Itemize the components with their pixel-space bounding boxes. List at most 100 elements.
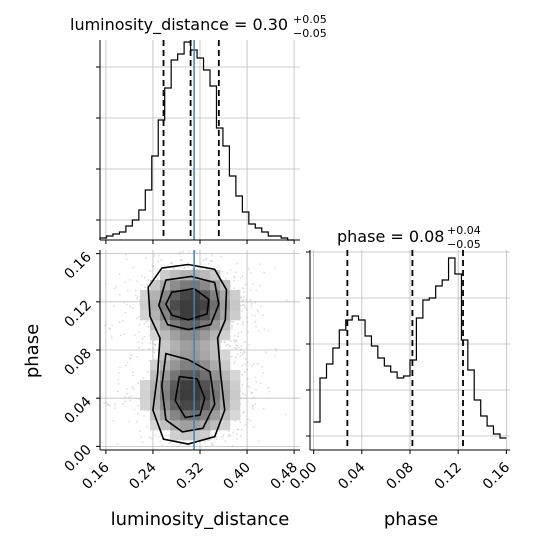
sample-point [186, 265, 189, 267]
density-cell [190, 380, 201, 391]
density-cell [150, 380, 161, 391]
sample-point [262, 372, 265, 374]
sample-point [188, 251, 191, 253]
density-cell [200, 360, 211, 371]
sample-point [157, 436, 160, 438]
sample-point [241, 364, 243, 367]
sample-point [158, 254, 160, 257]
sample-point [110, 337, 113, 340]
density-cell [160, 290, 171, 301]
sample-point [126, 361, 129, 364]
density-cell [200, 350, 211, 361]
sample-point [154, 434, 157, 436]
sample-point [205, 257, 208, 260]
density-cell [200, 410, 211, 421]
sample-point [181, 259, 184, 261]
sample-point [191, 268, 194, 271]
density-cell [210, 300, 221, 311]
sample-point [222, 434, 225, 437]
joint-density-plot: 0.16 0.24 0.32 0.40 0.480.000.040.080.120.16 [61, 249, 300, 493]
sample-point [260, 305, 262, 308]
density-cell [220, 330, 231, 341]
sample-point [253, 426, 256, 428]
density-cell [220, 370, 231, 381]
sample-point [252, 405, 255, 408]
sample-point [258, 329, 260, 332]
sample-point [135, 420, 138, 423]
sample-point [243, 351, 246, 354]
sample-point [103, 402, 106, 405]
sample-point [187, 444, 190, 447]
sample-point [242, 323, 245, 326]
sample-point [138, 346, 141, 349]
sample-point [227, 343, 230, 346]
density-cell [150, 320, 161, 331]
sample-point [114, 407, 117, 409]
sample-point [243, 350, 246, 353]
sample-point [147, 279, 150, 281]
sample-point [243, 411, 245, 413]
density-cell [160, 390, 171, 401]
sample-point [284, 413, 287, 416]
sample-point [147, 410, 150, 412]
sample-point [129, 279, 131, 281]
sample-point [184, 267, 186, 269]
density-cell [180, 310, 191, 321]
sample-point [126, 388, 129, 390]
sample-point [261, 365, 263, 368]
sample-point [170, 263, 173, 265]
sample-point [229, 345, 232, 348]
sample-point [168, 434, 171, 437]
sample-point [141, 337, 144, 340]
sample-point [246, 321, 249, 324]
sample-point [249, 298, 252, 301]
sample-point [243, 291, 245, 294]
sample-point [125, 253, 127, 256]
sample-point [246, 378, 249, 380]
sample-point [250, 305, 253, 308]
sample-point [244, 371, 246, 373]
sample-point [129, 399, 132, 402]
density-cell [200, 290, 211, 301]
density-cell [230, 300, 241, 311]
sample-point [179, 251, 182, 254]
sample-point [233, 279, 235, 282]
density-cell [190, 300, 201, 311]
sample-point [138, 398, 140, 400]
sample-point [267, 329, 270, 332]
sample-point [148, 348, 151, 350]
sample-point [210, 442, 213, 445]
density-cell [180, 400, 191, 411]
sample-point [273, 355, 276, 358]
sample-point [122, 402, 125, 405]
density-cell [180, 280, 191, 291]
density-cell [170, 280, 181, 291]
sample-point [250, 272, 252, 274]
density-cell [150, 360, 161, 371]
sample-point [178, 252, 180, 255]
sample-point [237, 335, 240, 338]
sample-point [124, 281, 127, 284]
sample-point [129, 357, 132, 360]
sample-point [118, 293, 121, 296]
density-cell [160, 330, 171, 341]
sample-point [138, 315, 141, 318]
sample-point [226, 272, 229, 275]
density-cell [170, 400, 181, 411]
density-cell [160, 300, 171, 311]
density-cell [220, 350, 231, 361]
sample-point [110, 335, 113, 338]
sample-point [240, 296, 243, 299]
y-axis-label-phase: phase [22, 324, 43, 378]
sample-point [232, 321, 235, 323]
sample-point [141, 342, 144, 345]
sample-point [130, 354, 133, 357]
contour-lines [147, 263, 228, 445]
sample-point [244, 363, 247, 365]
density-cell [160, 340, 171, 351]
sample-point [257, 440, 260, 443]
sample-point [251, 407, 254, 410]
sample-point [143, 335, 146, 338]
sample-point [228, 433, 231, 436]
sample-point [140, 274, 143, 277]
